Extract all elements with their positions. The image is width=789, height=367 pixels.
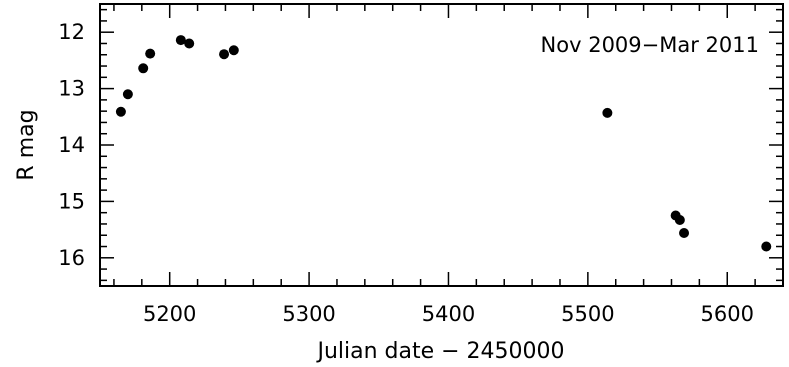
data-point [679, 227, 690, 238]
data-point [602, 107, 613, 118]
data-point [122, 89, 133, 100]
plot-area [99, 3, 784, 287]
x-tick-label: 5400 [422, 302, 475, 326]
tick-labels: 5200 5300 5400 5500 5600 12 13 14 15 16 [58, 20, 754, 326]
x-tick-label: 5200 [143, 302, 196, 326]
data-point [175, 35, 186, 46]
x-tick-label: 5300 [282, 302, 335, 326]
data-point [228, 45, 239, 56]
x-tick-label: 5600 [701, 302, 754, 326]
y-tick-label: 12 [58, 20, 85, 44]
data-point [184, 38, 195, 49]
y-tick-label: 16 [58, 246, 85, 270]
data-point [145, 48, 156, 59]
data-point [674, 215, 685, 226]
y-tick-label: 14 [58, 133, 85, 157]
date-range-annotation: Nov 2009−Mar 2011 [541, 33, 759, 57]
y-tick-label: 13 [58, 77, 85, 101]
y-tick-label: 15 [58, 189, 85, 213]
axis-ticks [100, 4, 784, 286]
data-point [761, 241, 772, 252]
x-axis-label: Julian date − 2450000 [315, 339, 564, 364]
data-point [115, 106, 126, 117]
y-axis-label: R mag [14, 109, 39, 180]
data-points [115, 35, 772, 252]
data-point [219, 49, 230, 60]
x-tick-label: 5500 [561, 302, 614, 326]
data-point [138, 63, 149, 74]
